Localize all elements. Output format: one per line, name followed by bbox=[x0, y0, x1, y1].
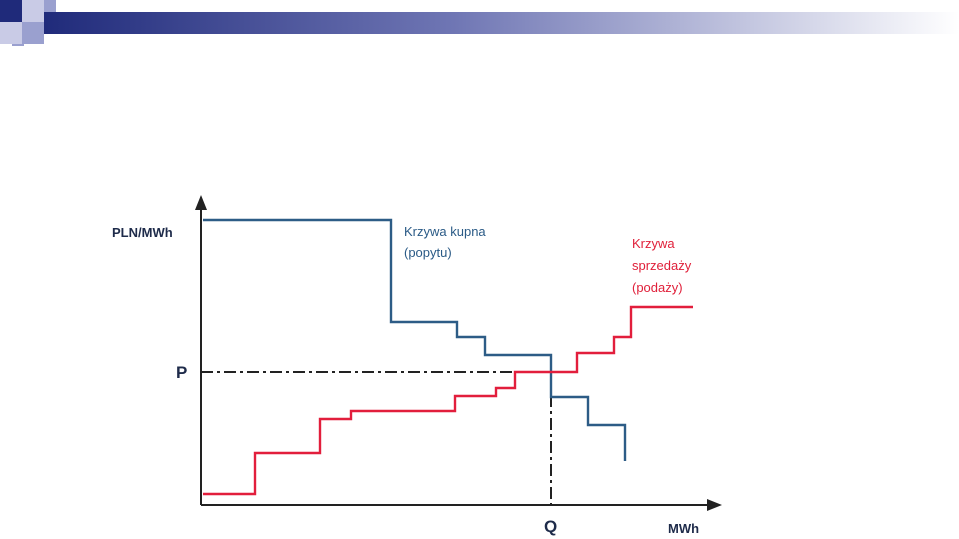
y-axis-arrowhead bbox=[195, 195, 207, 210]
supply-label-line-2: sprzedaży bbox=[632, 258, 692, 273]
supply-label-line-3: (podaży) bbox=[632, 280, 683, 295]
demand-curve bbox=[203, 218, 627, 461]
header-square-dark bbox=[0, 0, 22, 22]
supply-curve bbox=[203, 305, 693, 496]
y-axis-label: PLN/MWh bbox=[112, 225, 173, 240]
price-label: P bbox=[176, 363, 187, 382]
quantity-label: Q bbox=[544, 517, 557, 536]
header-square-light bbox=[22, 0, 44, 22]
supply-label-line-1: Krzywa bbox=[632, 236, 675, 251]
demand-label-line-1: Krzywa kupna bbox=[404, 224, 486, 239]
header-square-tiny bbox=[12, 44, 24, 46]
header-square-small bbox=[44, 0, 56, 12]
header-gradient-bar bbox=[40, 12, 959, 34]
header-square-light-2 bbox=[0, 22, 22, 44]
x-axis-label: MWh bbox=[668, 521, 699, 536]
slide-header-band bbox=[0, 0, 959, 46]
demand-label-line-2: (popytu) bbox=[404, 245, 452, 260]
header-square-mid bbox=[22, 22, 44, 44]
x-axis-arrowhead bbox=[707, 499, 722, 511]
